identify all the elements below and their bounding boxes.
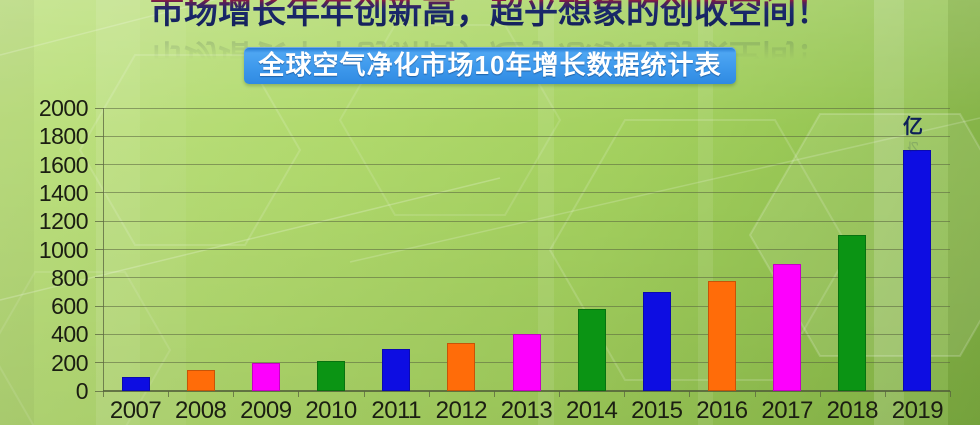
bar-2016 [707, 280, 736, 391]
subtitle-banner-label: 全球空气净化市场10年增长数据统计表 [258, 50, 722, 80]
bar-2015 [642, 291, 671, 391]
y-axis-label: 2000 [38, 95, 89, 121]
unit-label-reflection: 亿 [907, 140, 919, 153]
y-axis-tick [95, 107, 103, 109]
y-axis-label: 1800 [38, 123, 89, 150]
y-axis-tick [95, 390, 103, 392]
x-axis-label-2009: 2009 [240, 397, 292, 424]
y-axis-label: 800 [51, 264, 88, 291]
x-axis-tick [950, 391, 951, 397]
y-axis-tick [95, 362, 103, 364]
gridline [103, 107, 950, 109]
bar-2014 [577, 308, 606, 391]
x-axis-label-2016: 2016 [696, 397, 748, 424]
x-axis-label-2015: 2015 [631, 397, 683, 424]
y-axis-label: 1600 [38, 151, 89, 178]
y-axis-tick [95, 220, 103, 222]
x-axis-tick [754, 391, 756, 397]
x-axis-label-2008: 2008 [175, 397, 227, 424]
x-axis-tick [298, 391, 300, 397]
x-axis-tick [819, 391, 821, 397]
bar-2007 [121, 376, 150, 391]
gridline [103, 249, 950, 250]
y-axis-line [103, 108, 104, 391]
bar-2008 [186, 369, 215, 391]
y-axis-label: 1000 [38, 236, 89, 263]
x-axis-label-2017: 2017 [761, 397, 813, 424]
bar-2013 [512, 334, 541, 391]
gridline [103, 164, 950, 166]
x-axis-label-2010: 2010 [305, 397, 357, 424]
y-axis-tick [95, 305, 103, 307]
bar-2011 [382, 348, 411, 391]
y-axis-tick [95, 249, 103, 250]
x-axis-line [103, 390, 950, 392]
bar-2017 [773, 263, 802, 391]
x-axis-tick [493, 391, 495, 397]
y-axis-label: 200 [51, 349, 88, 376]
x-axis-label-2019: 2019 [891, 397, 944, 424]
gridline [103, 220, 950, 222]
gridline [103, 135, 950, 137]
x-axis-tick [559, 391, 561, 397]
gridline [103, 192, 950, 194]
x-axis-tick [689, 391, 691, 397]
x-axis-label-2007: 2007 [109, 397, 162, 424]
x-axis-tick [624, 391, 626, 397]
x-axis-label-2011: 2011 [371, 397, 421, 424]
y-axis-label: 400 [51, 321, 88, 348]
unit-label: 亿 [903, 116, 923, 138]
x-axis-label-2018: 2018 [826, 397, 879, 424]
bar-2019 [903, 150, 932, 391]
y-axis-label: 1400 [38, 179, 89, 206]
x-axis-label-2013: 2013 [500, 397, 553, 424]
x-axis-tick [363, 391, 365, 397]
x-axis-tick [233, 391, 235, 397]
x-axis-label-2012: 2012 [435, 397, 488, 424]
bar-2012 [447, 342, 476, 391]
x-axis-label-2014: 2014 [565, 397, 618, 424]
x-axis-tick [428, 391, 430, 397]
y-axis-tick [95, 333, 103, 335]
y-axis-label: 0 [75, 378, 89, 404]
x-axis-tick [884, 391, 886, 397]
y-axis-tick [95, 164, 103, 166]
y-axis-label: 600 [51, 293, 88, 320]
y-axis-tick [95, 135, 103, 137]
x-axis-tick [103, 391, 104, 397]
y-axis-label: 1200 [38, 208, 89, 235]
bar-2010 [317, 361, 346, 391]
page-title: 市场增长年年创新高，超乎想象的创收空间！ [0, 0, 980, 34]
subtitle-banner: 全球空气净化市场10年增长数据统计表 [244, 47, 736, 84]
gridline [103, 305, 950, 307]
x-axis-tick [168, 391, 170, 397]
gridline [103, 277, 950, 279]
y-axis-tick [95, 192, 103, 194]
bar-2018 [838, 235, 867, 391]
y-axis-tick [95, 277, 103, 279]
bar-2009 [251, 362, 280, 391]
